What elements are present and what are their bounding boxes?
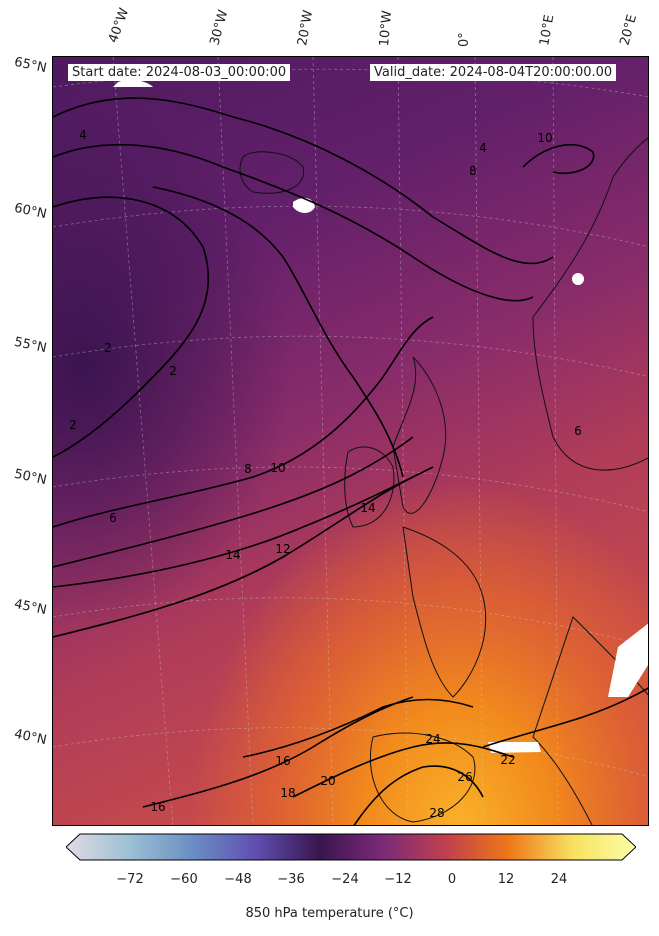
contour-label: 10 <box>270 461 285 475</box>
lon-label-0: 0° <box>457 32 472 47</box>
coastlines <box>239 137 648 825</box>
contour-label: 16 <box>275 754 290 768</box>
lat-label-45n: 45°N <box>12 596 48 619</box>
lon-label-20w: 20°W <box>295 9 317 48</box>
valid-date-label: Valid_date: 2024-08-04T20:00:00.00 <box>370 64 617 81</box>
contour-label: 14 <box>225 548 240 562</box>
contour-label: 24 <box>425 732 440 746</box>
lat-label-60n: 60°N <box>12 200 48 223</box>
contour-label: 20 <box>320 774 335 788</box>
graticule <box>53 57 648 825</box>
colorbar-tick: −48 <box>224 872 252 887</box>
colorbar-tick: 12 <box>497 872 515 887</box>
contour-label: 6 <box>109 511 117 525</box>
contour-label: 10 <box>537 131 552 145</box>
map-panel: 4 4 2 2 2 6 8 10 12 14 14 16 16 18 20 22 24 26 28 10 8 6 <box>52 56 649 826</box>
lon-label-30w: 30°W <box>207 8 232 47</box>
contour-label: 8 <box>244 462 252 476</box>
lon-label-40w: 40°W <box>105 6 133 45</box>
contour-label: 2 <box>104 341 112 355</box>
lat-label-65n: 65°N <box>12 54 48 77</box>
start-date-label: Start date: 2024-08-03_00:00:00 <box>68 64 291 81</box>
lat-label-40n: 40°N <box>12 726 48 749</box>
lat-label-55n: 55°N <box>12 334 48 357</box>
colorbar-tick: −36 <box>277 872 305 887</box>
contour-label: 2 <box>69 418 77 432</box>
colorbar-tick: 24 <box>550 872 568 887</box>
colorbar-tick: 0 <box>447 872 457 887</box>
contour-label: 16 <box>150 800 165 814</box>
lat-label-50n: 50°N <box>12 466 48 489</box>
colorbar-tick: −12 <box>384 872 412 887</box>
contour-label: 26 <box>457 770 472 784</box>
lon-label-20e: 20°E <box>617 12 641 48</box>
colorbar-tick: −72 <box>116 872 144 887</box>
isotherm-contours <box>53 97 648 825</box>
colorbar-tick: −60 <box>170 872 198 887</box>
lon-label-10w: 10°W <box>377 9 396 47</box>
warm-region <box>53 57 648 825</box>
contour-label: 18 <box>280 786 295 800</box>
lon-label-10e: 10°E <box>537 13 558 47</box>
contour-label: 22 <box>500 753 515 767</box>
contour-label: 8 <box>469 164 477 178</box>
contour-label: 6 <box>574 424 582 438</box>
contour-label: 4 <box>479 141 487 155</box>
contour-label: 2 <box>169 364 177 378</box>
contour-label: 12 <box>275 542 290 556</box>
contour-label: 28 <box>429 806 444 820</box>
colorbar-bar <box>66 833 636 861</box>
colorbar <box>66 833 636 861</box>
contour-label: 14 <box>360 501 375 515</box>
missing-data-patches <box>113 79 648 753</box>
colorbar-label: 850 hPa temperature (°C) <box>245 906 414 921</box>
colorbar-tick: −24 <box>331 872 359 887</box>
contour-label: 4 <box>79 128 87 142</box>
